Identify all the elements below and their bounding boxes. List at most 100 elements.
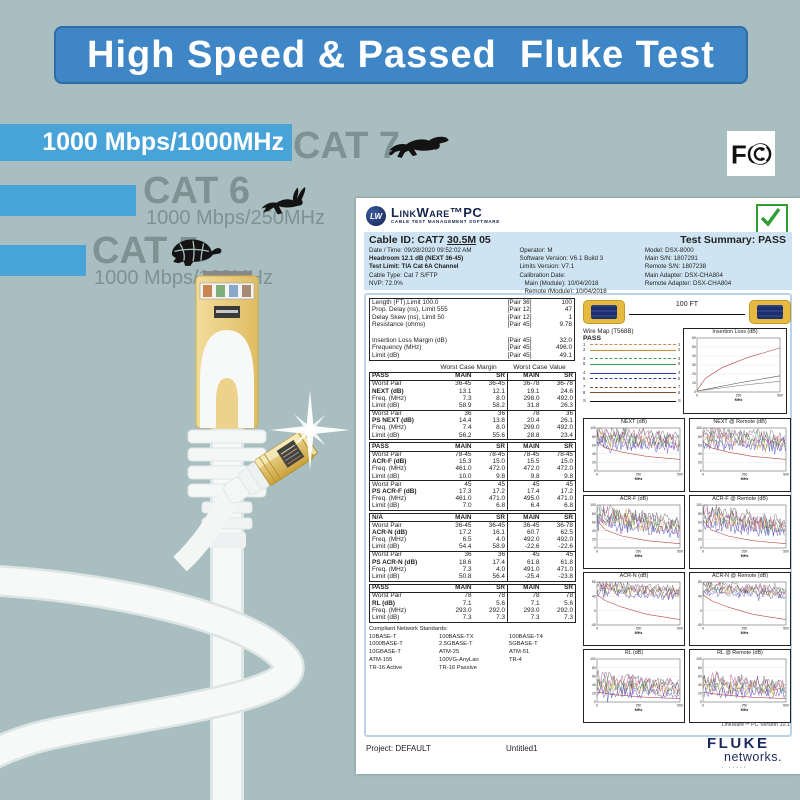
y-tick-label: 80 — [698, 580, 702, 584]
measure-value: 492.0 — [557, 536, 573, 544]
chart-Insertion Loss (dB): Insertion Loss (dB) 0 10 20 30 40 50 60 0 250 500 M… — [683, 328, 787, 414]
y-tick-label: 20 — [692, 372, 696, 376]
x-tick-label: 500 — [783, 703, 789, 707]
chart-title: ACR-N @ Remote (dB) — [711, 573, 769, 579]
fcc-logo-glyph: FC — [731, 141, 772, 169]
plot-frame — [702, 504, 787, 549]
measure-value: 293.0 — [507, 607, 542, 615]
summary-row: Prop. Delay (ns), Limit 555 [Pair 12] 47 — [370, 307, 575, 315]
linkware-badge-icon: LW — [366, 206, 386, 226]
measure-value: 492.0 — [557, 394, 573, 402]
fcc-inner-c-stroke — [753, 146, 766, 161]
measure-value: 36-78 — [556, 521, 573, 529]
summary-row — [370, 329, 575, 337]
x-axis-label: MHz — [735, 398, 743, 402]
measure-label: ACR-N (dB) — [372, 528, 408, 536]
x-axis-label: MHz — [635, 631, 643, 635]
x-tick-label: 250 — [636, 703, 642, 707]
measure-row: NEXT (dB) 13.1 12.1 19.1 24.6 — [370, 387, 576, 396]
header-col-middle: Operator: M Software Version: V6.1 Build … — [519, 247, 644, 296]
measure-value: 4.0 — [496, 565, 505, 573]
tester-link-row: 100 FT — [583, 298, 791, 326]
wire-line — [590, 344, 676, 346]
y-tick-label: 20 — [592, 538, 596, 542]
measure-label: Worst Pair — [372, 551, 402, 559]
measurement-trace — [702, 433, 786, 453]
worst-case-value-header: Worst Case Value — [513, 363, 566, 371]
standard-item: TR-16 Active — [369, 664, 403, 671]
series-line-Remote — [697, 380, 781, 392]
linkware-title-block: LinkWare™PC CABLE TEST MANAGEMENT SOFTWA… — [391, 206, 500, 224]
header-line: Operator: M — [519, 247, 553, 254]
measure-value: 6.8 — [564, 502, 573, 510]
wire-pin-left: 4 — [583, 370, 586, 376]
measure-value: 10.0 — [439, 473, 474, 482]
chart-NEXT @ Remote (dB): NEXT @ Remote (dB) 0 20 40 60 80 100 0 250 500 MHz — [689, 418, 791, 492]
standard-item: 2.5GBASE-T — [439, 641, 473, 648]
measure-value: 9.8 — [507, 473, 542, 482]
fluke-networks-logo: FLUKE networks. · ····· — [707, 736, 782, 771]
networks-wordmark: networks. — [724, 750, 782, 764]
measure-value: 18.6 — [459, 558, 472, 566]
measure-value: 8.0 — [496, 424, 505, 432]
measure-value: 58.9 — [439, 402, 474, 411]
measurement-trace — [702, 685, 786, 699]
measure-value: 61.8 — [507, 559, 542, 567]
cheetah-icon — [388, 136, 449, 159]
chart-title: RL @ Remote (dB) — [717, 650, 763, 656]
column-header: MAIN — [507, 513, 542, 523]
measure-value: 78-45 — [507, 451, 542, 459]
y-tick-label: 0 — [594, 546, 596, 550]
wire-pin-left: 5 — [583, 375, 586, 381]
measurement-trace — [702, 679, 786, 698]
y-tick-label: 100 — [590, 657, 596, 661]
linkware-version-note: LinkWare™ PC Version 10.1 — [721, 722, 790, 728]
compliant-standards-title: Compliant Network Standards: — [369, 625, 448, 632]
measure-value: 472.0 — [489, 465, 505, 473]
x-tick-label: 250 — [636, 549, 642, 553]
standard-item: ATM-155 — [369, 657, 393, 663]
measure-value: 13.1 — [459, 387, 472, 395]
measure-value: 4.0 — [496, 536, 505, 544]
chart-ACR-F (dB): ACR-F (dB) 0 20 40 60 80 100 0 250 500 MHz — [583, 495, 685, 569]
measure-value: 6.4 — [507, 503, 542, 511]
measure-row: Worst Pair 36-45 36-45 36-78 36-78 — [370, 380, 576, 389]
summary-cell: Insertion Loss Margin (dB) — [372, 336, 447, 344]
shield-rib — [258, 457, 277, 483]
summary-cell: Resistance (ohms) — [372, 321, 426, 329]
y-tick-label: 20 — [698, 538, 702, 542]
measure-row: PS ACR-N (dB) 18.6 17.4 61.8 61.8 — [370, 558, 576, 567]
measure-section-table: PASS MAIN SR MAIN SR Worst Pair 36-45 36-45 36-7… — [369, 371, 576, 441]
measure-value: 9.8 — [541, 473, 576, 482]
x-tick-label: 250 — [742, 472, 748, 476]
linkware-subtitle: CABLE TEST MANAGEMENT SOFTWARE — [391, 219, 500, 224]
summary-cell: 1 — [568, 313, 572, 321]
fcc-logo: FC — [727, 131, 775, 176]
headline-banner: High Speed & Passed Fluke Test — [54, 26, 748, 84]
measure-value: 7.1 — [507, 600, 542, 608]
header-line: Remote S/N: 1807238 — [644, 263, 707, 271]
measure-value: 471.0 — [557, 565, 573, 573]
measure-value: 78 — [507, 410, 542, 418]
test-summary-pass: Test Summary: PASS — [680, 234, 786, 246]
standards-column: 100BASE-TX 2.5GBASE-T ATM-25 100VG-AnyLan TR… — [439, 634, 509, 673]
measure-value: 9.8 — [473, 473, 508, 482]
compliant-standards-columns: 10BASE-T 1000BASE-T 10GBASE-T ATM-155 TR-16 … — [369, 634, 579, 673]
wire-pin-left: 3 — [583, 355, 586, 361]
limit-line — [597, 691, 681, 699]
measurement-trace — [702, 511, 786, 533]
x-tick-label: 250 — [636, 472, 642, 476]
y-tick-label: 0 — [594, 609, 596, 613]
worst-case-headers: Worst Case Margin Worst Case Value — [369, 364, 579, 371]
summary-row: Insertion Loss Margin (dB) [Pair 45] 32.0 — [370, 337, 575, 345]
measure-value: 45 — [497, 480, 505, 488]
